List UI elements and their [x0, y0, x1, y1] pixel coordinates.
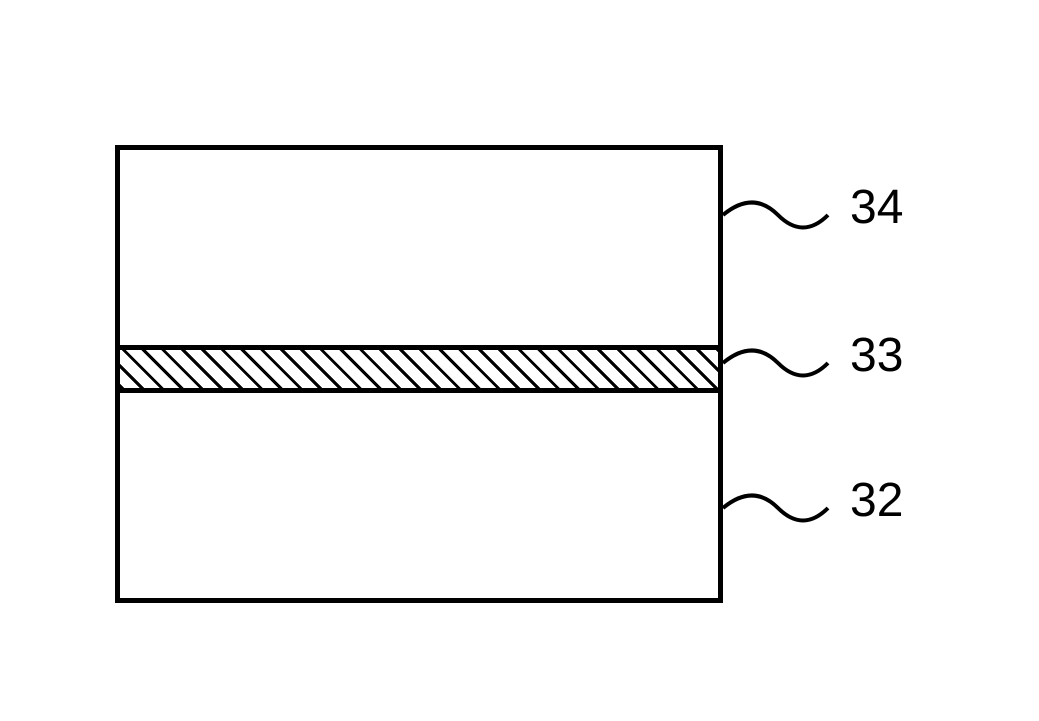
label-bottom: 32	[850, 473, 903, 528]
leader-line-middle	[723, 343, 833, 403]
layer-top	[115, 145, 723, 345]
layer-bottom	[115, 393, 723, 603]
label-top: 34	[850, 180, 903, 235]
layer-stack	[115, 145, 723, 603]
leader-line-top	[723, 195, 833, 255]
leader-line-bottom	[723, 488, 833, 548]
diagram-container: 34 33 32	[115, 145, 723, 603]
label-middle: 33	[850, 328, 903, 383]
layer-middle	[115, 345, 723, 393]
